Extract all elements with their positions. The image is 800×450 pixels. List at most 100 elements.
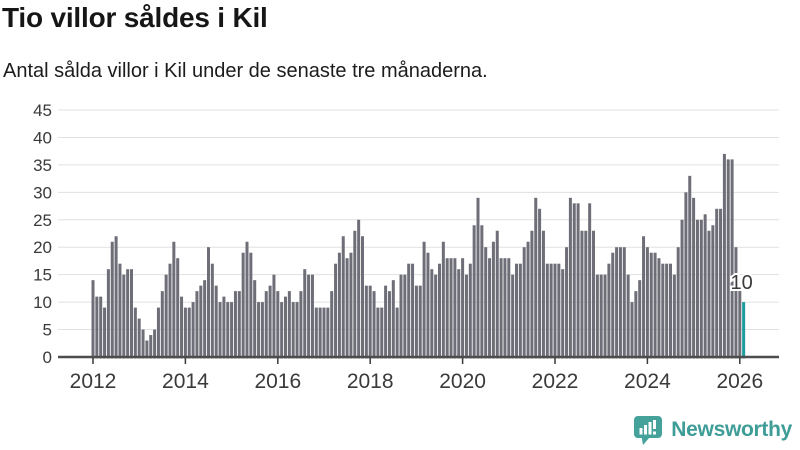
chart-subtitle: Antal sålda villor i Kil under de senast…: [3, 60, 488, 82]
bar: [495, 230, 499, 359]
y-tick-label: 5: [43, 321, 52, 340]
bar: [665, 263, 669, 359]
bar: [391, 280, 395, 359]
bar: [210, 263, 214, 359]
y-tick-label: 20: [33, 238, 52, 257]
bar: [719, 208, 723, 359]
bar: [672, 274, 676, 359]
bar: [684, 192, 688, 359]
bar: [264, 291, 268, 359]
bar: [222, 296, 226, 359]
bar: [160, 291, 164, 359]
y-tick-label: 10: [33, 293, 52, 312]
bar: [734, 247, 738, 359]
bar: [245, 241, 249, 359]
bar: [249, 252, 253, 359]
bar: [407, 263, 411, 359]
bar: [461, 258, 465, 359]
bar: [287, 291, 291, 359]
bar: [218, 302, 222, 359]
y-tick-label: 25: [33, 211, 52, 230]
bar: [565, 247, 569, 359]
bar: [676, 247, 680, 359]
bar: [549, 263, 553, 359]
bar: [299, 291, 303, 359]
y-tick-label: 40: [33, 128, 52, 147]
bar: [557, 263, 561, 359]
bar: [653, 252, 657, 359]
bar: [611, 252, 615, 359]
bar: [295, 302, 299, 359]
bar: [183, 307, 187, 359]
bar: [214, 285, 218, 359]
bar: [484, 247, 488, 359]
bar: [349, 252, 353, 359]
bar: [257, 302, 261, 359]
newsworthy-logo: Newsworthy: [633, 415, 792, 445]
bar: [118, 263, 122, 359]
bar: [133, 307, 137, 359]
highlighted-bar: [742, 302, 746, 359]
bar: [345, 258, 349, 359]
bar: [353, 230, 357, 359]
bar: [357, 219, 361, 359]
bar: [599, 274, 603, 359]
bar: [268, 285, 272, 359]
bar: [634, 291, 638, 359]
bar: [326, 307, 330, 359]
bar: [280, 302, 284, 359]
bar: [592, 230, 595, 359]
bar: [303, 269, 307, 359]
y-axis-labels: 0 5 10 15 20 25 30 35 40 45: [33, 101, 52, 367]
bar: [372, 291, 376, 359]
bar: [661, 263, 665, 359]
bar: [692, 197, 696, 359]
bar: [145, 340, 149, 359]
bar: [260, 302, 264, 359]
bar: [457, 269, 461, 359]
bar: [618, 247, 622, 359]
bar: [284, 296, 287, 359]
bar: [476, 197, 480, 359]
bar: [418, 285, 422, 359]
bar: [715, 208, 719, 359]
x-axis-labels: 2012 2014 2016 2018 2020 2022 2024 2026: [70, 358, 763, 393]
bar: [649, 252, 653, 359]
bar: [253, 280, 257, 359]
bar: [626, 274, 630, 359]
bar: [703, 214, 707, 359]
bar: [688, 175, 692, 359]
bar: [426, 252, 430, 359]
bar: [322, 307, 326, 359]
bar: [114, 236, 118, 359]
bar: [314, 307, 318, 359]
bar: [622, 247, 626, 359]
bar: [337, 252, 341, 359]
y-tick-label: 30: [33, 183, 52, 202]
bar: [110, 241, 114, 359]
bar: [376, 307, 380, 359]
bar: [711, 225, 715, 359]
bar: [176, 258, 180, 359]
bar: [203, 280, 207, 359]
bar: [726, 159, 730, 359]
bar: [468, 263, 472, 359]
bar: [330, 291, 334, 359]
bar: [334, 263, 338, 359]
bar: [126, 269, 130, 359]
bar: [584, 230, 588, 359]
bar: [503, 258, 507, 359]
bars-group: [91, 153, 746, 359]
bar: [149, 335, 153, 359]
bar: [538, 208, 542, 359]
bar: [638, 280, 642, 359]
bar: [226, 302, 230, 359]
bar: [707, 230, 711, 359]
bar: [695, 219, 699, 359]
x-tick-label: 2014: [162, 370, 209, 393]
bar: [438, 263, 441, 359]
bar: [191, 302, 195, 359]
bar: [738, 285, 742, 359]
bar: [449, 258, 453, 359]
bar: [615, 247, 619, 359]
